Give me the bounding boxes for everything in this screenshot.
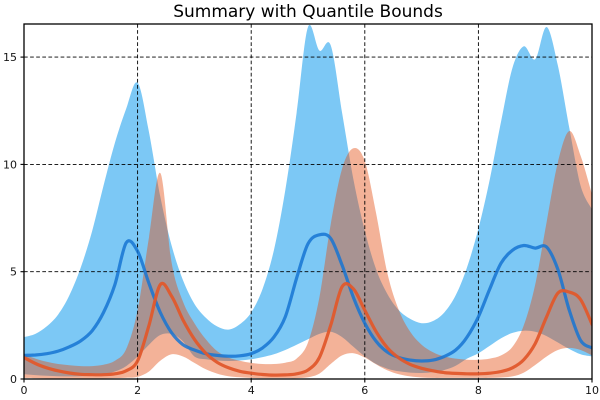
y-axis-tick-labels: 0 5 10 15 [3,51,17,386]
x-tick-label: 4 [248,384,255,397]
series-1-median-line [24,232,592,363]
y-tick-label: 10 [3,158,17,171]
x-axis-tick-labels: 0 2 4 6 8 10 [21,384,600,397]
x-tick-label: 6 [361,384,368,397]
x-tick-label: 10 [585,384,599,397]
y-tick-label: 0 [10,373,17,386]
plot-area [24,24,592,379]
y-tick-label: 15 [3,51,17,64]
x-tick-label: 8 [475,384,482,397]
series-2-median-line [24,281,592,377]
x-tick-label: 2 [134,384,141,397]
chart-title: Summary with Quantile Bounds [173,2,443,22]
series-2-quantile-band [24,131,592,379]
y-tick-label: 5 [10,266,17,279]
series-1-quantile-band [24,24,592,377]
plot-border [23,23,593,380]
x-tick-label: 0 [21,384,28,397]
